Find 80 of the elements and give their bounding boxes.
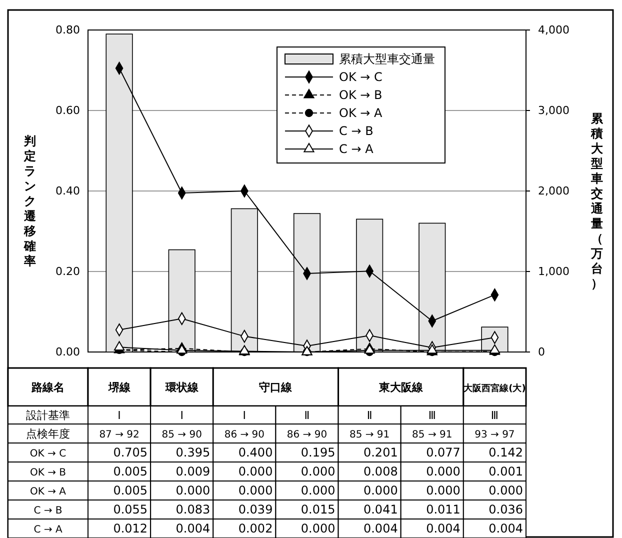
text: 大阪西宮線(大) xyxy=(464,383,526,394)
text: OK → C xyxy=(30,448,66,460)
data-label: 0.000 xyxy=(300,484,336,498)
data-label: 0.400 xyxy=(238,446,273,460)
text: 路線名 xyxy=(30,381,64,394)
data-label: 0.000 xyxy=(300,522,336,536)
data-label: 0.004 xyxy=(364,522,398,536)
data-label: 0.142 xyxy=(488,446,523,460)
data-label: 0.000 xyxy=(300,464,336,478)
data-label: 0.012 xyxy=(113,522,148,536)
x-tick-label: 85 → 91 xyxy=(349,430,390,440)
text: 東大阪線 xyxy=(378,381,424,394)
text: C → A xyxy=(34,524,62,536)
text: Ⅲ xyxy=(490,409,499,422)
text: Ⅲ xyxy=(428,409,436,422)
legend-label: OK → B xyxy=(339,88,382,102)
data-label: 0.002 xyxy=(238,522,273,536)
y-tick-label: 0.80 xyxy=(56,24,80,37)
text: Ⅰ xyxy=(180,409,184,422)
text: Ⅰ xyxy=(118,409,121,422)
y2-tick-label: 1,000 xyxy=(538,265,570,278)
text: 累積大型車交通量（万台） xyxy=(591,112,603,290)
text: Ⅱ xyxy=(366,409,372,422)
text: 堺線 xyxy=(107,381,132,394)
y2-tick-label: 4,000 xyxy=(538,24,570,37)
y-tick-label: 0.00 xyxy=(56,346,80,359)
legend-label: C → A xyxy=(339,142,374,156)
data-label: 0.055 xyxy=(113,502,148,516)
data-label: 0.000 xyxy=(176,484,210,498)
data-label: 0.041 xyxy=(364,502,398,516)
x-tick-label: 85 → 90 xyxy=(162,430,202,440)
data-label: 0.083 xyxy=(176,502,210,516)
text: 環状線 xyxy=(164,381,200,394)
y2-tick-label: 2,000 xyxy=(538,184,570,198)
data-label: 0.077 xyxy=(426,446,460,460)
y-tick-label: 0.20 xyxy=(56,265,80,278)
data-label: 0.395 xyxy=(176,446,210,460)
data-label: 0.011 xyxy=(426,502,460,516)
data-label: 0.705 xyxy=(113,446,148,460)
data-label: 0.009 xyxy=(176,464,210,478)
text: OK → A xyxy=(30,486,66,498)
data-label: 0.015 xyxy=(300,502,336,516)
text: C → B xyxy=(34,506,62,516)
text: 判定ランク遷移確率 xyxy=(24,134,36,268)
data-label: 0.000 xyxy=(426,484,460,498)
data-label: 0.004 xyxy=(176,522,210,536)
legend-label: OK → C xyxy=(339,70,382,84)
y-tick-label: 0.60 xyxy=(56,104,80,118)
data-label: 0.004 xyxy=(488,522,523,536)
data-label: 0.001 xyxy=(488,464,523,478)
data-label: 0.039 xyxy=(238,502,273,516)
data-label: 0.005 xyxy=(113,484,148,498)
x-tick-label: 93 → 97 xyxy=(474,430,515,440)
legend-label: 累積大型車交通量 xyxy=(339,52,435,66)
x-tick-label: 87 → 92 xyxy=(99,430,140,440)
text: 設計基準 xyxy=(26,409,70,422)
data-label: 0.000 xyxy=(238,464,273,478)
legend-label: OK → A xyxy=(339,106,383,120)
x-tick-label: 86 → 90 xyxy=(224,430,265,440)
data-label: 0.000 xyxy=(426,464,460,478)
text: Ⅱ xyxy=(304,409,310,422)
y-tick-label: 0.40 xyxy=(56,184,80,198)
legend-label: C → B xyxy=(339,124,374,138)
data-label: 0.004 xyxy=(426,522,460,536)
data-label: 0.000 xyxy=(238,484,273,498)
text: 守口線 xyxy=(259,381,294,394)
data-label: 0.008 xyxy=(364,464,398,478)
y2-tick-label: 0 xyxy=(538,346,545,359)
data-label: 0.036 xyxy=(488,502,523,516)
x-tick-label: 85 → 91 xyxy=(412,430,452,440)
text: Ⅰ xyxy=(242,409,246,422)
data-label: 0.000 xyxy=(488,484,523,498)
data-label: 0.201 xyxy=(364,446,398,460)
data-label: 0.195 xyxy=(300,446,336,460)
text: 点検年度 xyxy=(26,428,70,440)
text: OK → B xyxy=(30,468,66,478)
x-tick-label: 86 → 90 xyxy=(286,430,328,440)
y2-tick-label: 3,000 xyxy=(538,104,570,118)
data-label: 0.005 xyxy=(113,464,148,478)
data-label: 0.000 xyxy=(364,484,398,498)
